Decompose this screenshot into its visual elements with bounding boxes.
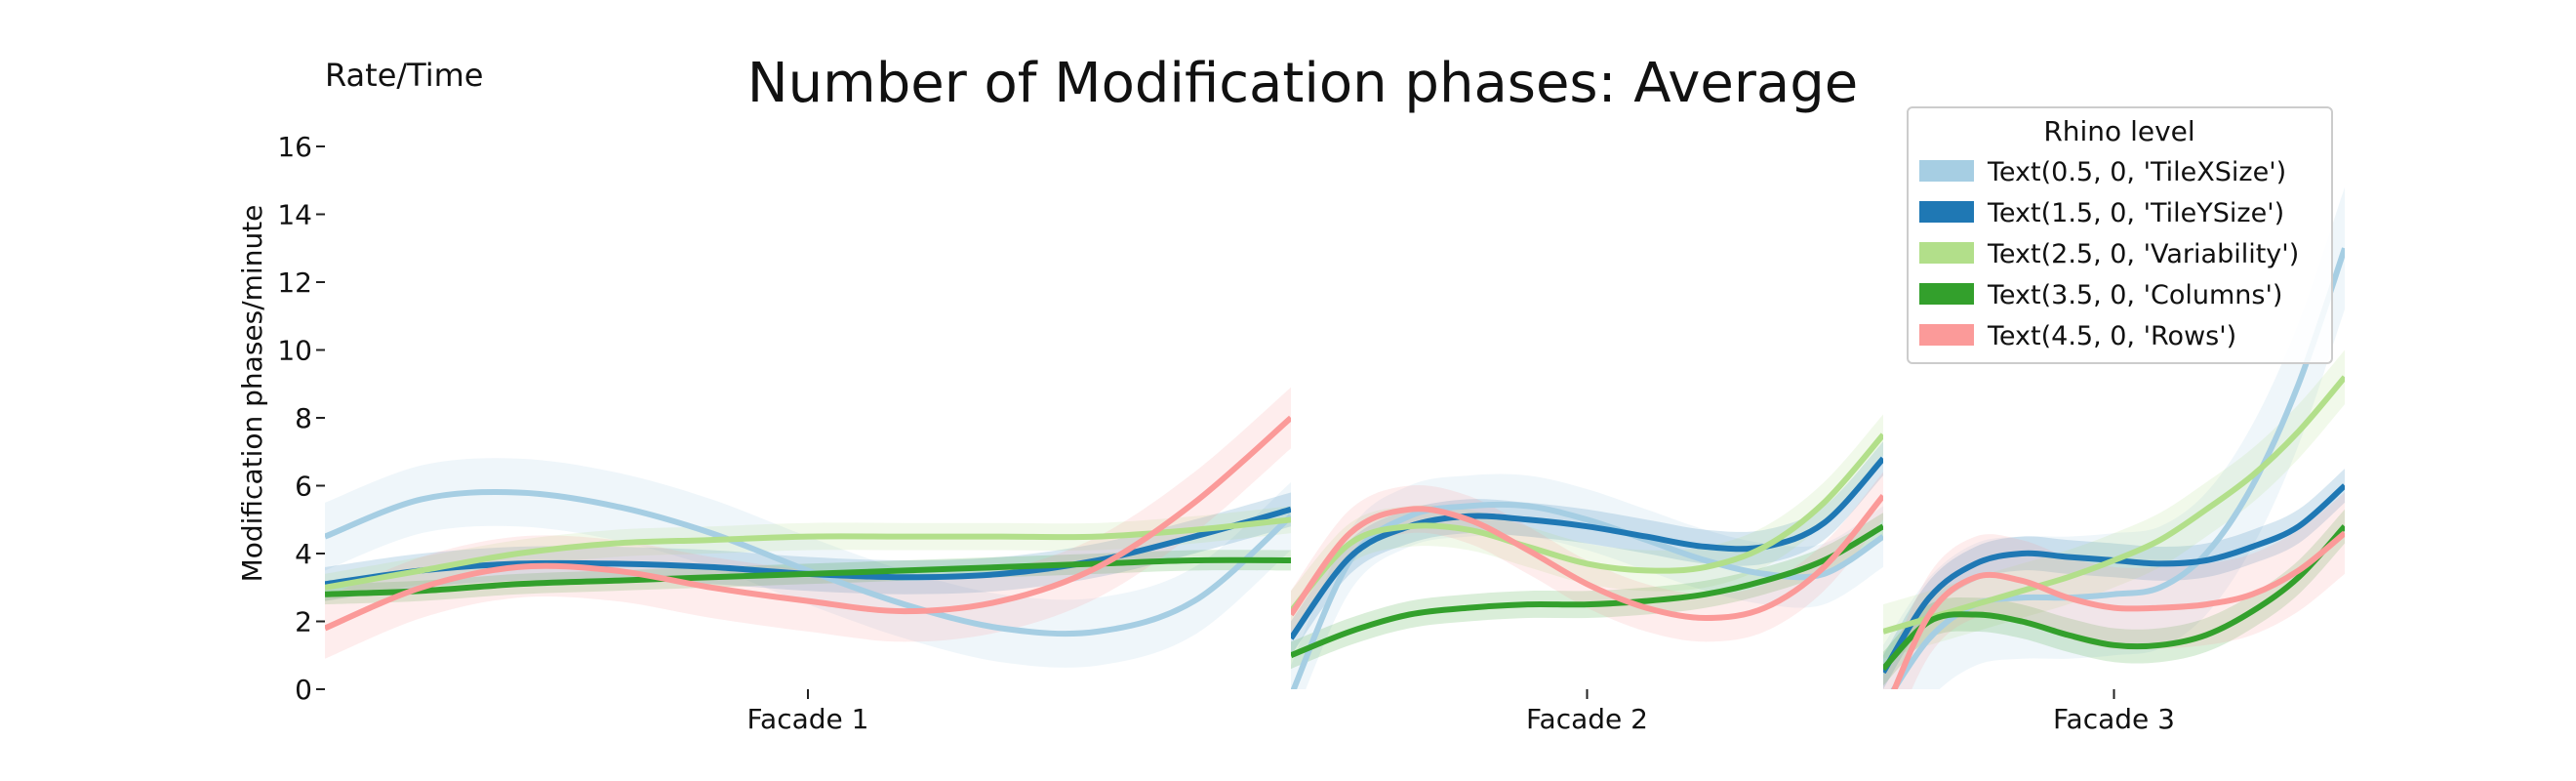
x-tick-label: Facade 3 (2053, 703, 2175, 735)
series-line (325, 489, 1291, 637)
confidence-band (325, 492, 1291, 601)
y-tick-label: 10 (277, 335, 312, 367)
confidence-band (325, 458, 1291, 668)
confidence-band (1883, 349, 2345, 659)
y-axis-label: Modification phases/minute (236, 205, 268, 583)
series-line (1883, 375, 2345, 635)
x-tick-label: Facade 2 (1526, 703, 1648, 735)
series-line (1891, 530, 2345, 689)
confidence-band (1883, 186, 2345, 689)
confidence-band (1291, 414, 1883, 632)
x-tick-label: Facade 1 (747, 703, 869, 735)
legend: Rhino level Text(0.5, 0, 'TileXSize')Tex… (1907, 106, 2333, 364)
series-line (325, 415, 1291, 632)
confidence-band (1291, 472, 1883, 642)
corner-label: Rate/Time (325, 57, 483, 94)
legend-item-label: Text(2.5, 0, 'Variability') (1987, 239, 2299, 269)
series-line (1291, 523, 1883, 659)
legend-frame (1907, 106, 2333, 364)
legend-entries: Text(0.5, 0, 'TileXSize') Text(1.5, 0, 'T… (1919, 157, 2299, 351)
legend-item-label: Text(4.5, 0, 'Rows') (1987, 321, 2236, 351)
confidence-band (1883, 509, 2345, 686)
y-tick-label: 8 (295, 402, 312, 434)
y-tick-label: 12 (277, 267, 312, 299)
series-line (1291, 493, 1883, 622)
series-line (1291, 456, 1883, 640)
series-line (1883, 524, 2345, 672)
series-line (325, 516, 1291, 591)
legend-swatch (1919, 283, 1974, 305)
legend-swatch (1919, 324, 1974, 346)
legend-item-label: Text(0.5, 0, 'TileXSize') (1987, 157, 2286, 187)
x-axis: Facade 1 Facade 2 Facade 3 (747, 689, 2175, 735)
y-tick-label: 0 (295, 674, 312, 706)
legend-swatch (1919, 242, 1974, 264)
chart-title: Number of Modification phases: Average (747, 52, 1858, 115)
y-tick-label: 2 (295, 606, 312, 638)
plot-area (325, 186, 2345, 689)
legend-item-label: Text(1.5, 0, 'TileYSize') (1987, 198, 2284, 228)
legend-item-label: Text(3.5, 0, 'Columns') (1987, 280, 2282, 310)
series-line (1291, 432, 1883, 614)
series-line (325, 556, 1291, 597)
confidence-band (325, 506, 1291, 601)
y-axis: 0 2 4 6 8 10 12 14 16 (277, 131, 325, 706)
y-tick-label: 4 (295, 538, 312, 570)
y-tick-label: 16 (277, 131, 312, 163)
legend-swatch (1919, 201, 1974, 223)
legend-title: Rhino level (2043, 115, 2194, 147)
legend-swatch (1919, 160, 1974, 182)
confidence-band (1291, 513, 1883, 670)
confidence-band (1883, 492, 2345, 689)
y-tick-label: 6 (295, 471, 312, 503)
y-tick-label: 14 (277, 199, 312, 231)
confidence-band (325, 387, 1291, 659)
